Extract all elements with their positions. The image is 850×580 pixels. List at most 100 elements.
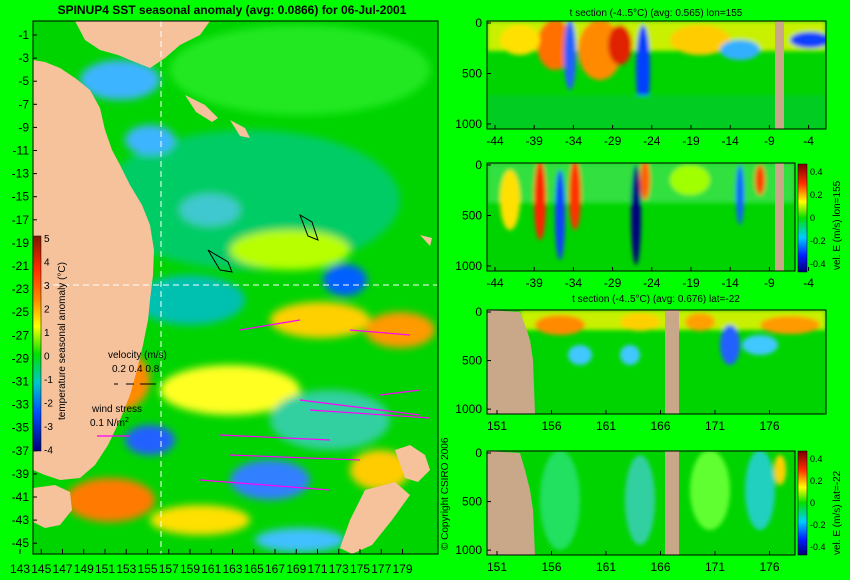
sst-map-x-tick-label: 159: [180, 562, 200, 576]
velocity-legend-label: velocity (m/s): [108, 350, 167, 361]
section-vel-lon155-frame: [486, 162, 796, 272]
section-temp-lon155-panel: t section (-4..5°C) (avg: 0.565) lon=155…: [455, 8, 827, 148]
velocity-colorbar-lat22-label: vel. E (m/s) lat=-22: [832, 470, 843, 555]
velocity-colorbar-lat22-tick-label: 0.4: [810, 454, 823, 464]
section-vel-lat22-x-tick-label: 171: [705, 560, 725, 574]
section-temp-lon155-field: [487, 21, 826, 129]
sst-anomaly-field: [65, 25, 435, 552]
velocity-colorbar-lat22: [797, 450, 808, 556]
sst-map-x-tick-label: 157: [159, 562, 179, 576]
section-temp-lon155-land: [775, 21, 784, 129]
section-vel-lat22-land-mid: [665, 451, 679, 555]
section-temp-lat22-x-ticks: 151 156 161 166 171 176: [487, 410, 780, 433]
velocity-colorbar-lat22-ticks: 0.4 0.2 0 -0.2 -0.4: [810, 454, 826, 552]
temperature-colorbar-ticks: 5 4 3 2 1 0 -1 -2 -3 -4: [44, 234, 53, 457]
velocity-colorbar-lat22-tick-label: -0.2: [810, 520, 826, 530]
section-temp-lon155-x-tick-label: -24: [643, 134, 661, 148]
solomon-island-2: [230, 120, 250, 138]
sst-map-x-tick-label: 151: [95, 562, 115, 576]
sst-map-x-tick-label: 147: [52, 562, 72, 576]
velocity-colorbar-lat22-tick-label: -0.4: [810, 542, 826, 552]
temperature-colorbar-tick-label: -2: [44, 399, 53, 410]
temperature-colorbar-tick-label: 5: [44, 234, 50, 245]
section-vel-lat22-field: [540, 451, 786, 550]
velocity-colorbar-lon155-tick-label: -0.4: [810, 259, 826, 269]
section-vel-lon155-x-tick-label: -9: [764, 276, 775, 290]
velocity-colorbar-lat22-tick-label: 0.2: [810, 476, 823, 486]
section-temp-lat22-land-mid: [665, 310, 679, 414]
section-vel-lat22-y-tick-label: 1000: [455, 543, 482, 557]
temperature-colorbar: [32, 235, 42, 452]
tasmania-land: [33, 485, 72, 528]
section-vel-lon155-x-tick-label: -14: [722, 276, 740, 290]
velocity-colorbar-lon155: [797, 163, 808, 273]
sst-map-y-tick-label: -7: [18, 97, 29, 111]
section-vel-lon155-x-tick-label: -34: [565, 276, 583, 290]
sst-map-y-tick-label: -5: [18, 74, 29, 88]
section-temp-lat22-field: [520, 310, 826, 365]
sst-map-y-ticks: -1 -3 -5 -7 -9 -11 -13 -15 -17 -19 -21 -23 -25 -27 -29…: [12, 28, 37, 550]
section-vel-lon155-x-tick-label: -24: [643, 276, 661, 290]
section-vel-lat22-x-tick-label: 166: [650, 560, 670, 574]
section-vel-lon155-land: [775, 163, 784, 271]
temperature-colorbar-tick-label: 0: [44, 352, 50, 363]
section-temp-lat22-x-tick-label: 156: [541, 419, 561, 433]
sst-map-x-tick-label: 163: [222, 562, 242, 576]
velocity-colorbar-lon155-ticks: 0.4 0.2 0 -0.2 -0.4: [810, 167, 826, 269]
sst-map-x-tick-label: 179: [392, 562, 412, 576]
section-temp-lat22-y-tick-label: 0: [475, 305, 482, 319]
section-vel-lon155-y-tick-label: 500: [462, 208, 482, 222]
section-vel-lat22-y-ticks: 0 500 1000: [455, 446, 491, 557]
section-temp-lon155-y-tick-label: 500: [462, 66, 482, 80]
sst-map-y-tick-label: -31: [12, 375, 30, 389]
section-vel-lat22-y-tick-label: 500: [462, 495, 482, 509]
section-temp-lat22-land-left: [487, 310, 535, 414]
section-temp-lat22-panel: t section (-4..5°C) (avg: 0.676) lat=-22…: [455, 294, 827, 433]
section-temp-lon155-frame: [486, 20, 827, 130]
section-vel-lon155-y-ticks: 0 500 1000: [455, 158, 491, 273]
sst-map-y-tick-label: -35: [12, 421, 30, 435]
section-vel-lon155-x-tick-label: -39: [526, 276, 544, 290]
sst-map-y-tick-label: -11: [13, 144, 30, 158]
section-vel-lon155-field: [487, 163, 795, 265]
section-temp-lat22-y-ticks: 0 500 1000: [455, 305, 491, 416]
new-zealand-south: [340, 482, 410, 554]
section-temp-lon155-x-tick-label: -44: [486, 134, 504, 148]
section-vel-lon155-x-tick-label: -29: [604, 276, 622, 290]
temperature-colorbar-tick-label: 2: [44, 305, 50, 316]
sst-map-x-tick-label: 169: [286, 562, 306, 576]
fiji-island: [420, 235, 432, 246]
vanuatu-outline: [299, 213, 319, 241]
solomon-island-1: [185, 95, 218, 122]
section-temp-lon155-x-tick-label: -4: [803, 134, 814, 148]
sst-map-x-ticks: 143 145 147 149 151 153 155 157 159 161 163 165 167 1…: [10, 549, 413, 576]
temperature-colorbar-tick-label: -1: [44, 375, 53, 386]
section-vel-lat22-x-tick-label: 161: [596, 560, 616, 574]
sst-map-y-tick-label: -3: [18, 51, 29, 65]
new-caledonia-outline: [207, 249, 233, 273]
section-temp-lat22-title: t section (-4..5°C) (avg: 0.676) lat=-22: [572, 294, 740, 305]
sst-map-y-tick-label: -41: [12, 490, 30, 504]
wind-stress-arrows: [199, 319, 431, 491]
sst-map-y-tick-label: -13: [12, 167, 30, 181]
velocity-colorbar-lon155-label: vel. E (m/s) lon=155: [832, 180, 843, 270]
section-temp-lat22-x-tick-label: 171: [705, 419, 725, 433]
temperature-colorbar-tick-label: 3: [44, 281, 50, 292]
copyright-notice: © Copyright CSIRO 2006: [440, 437, 451, 550]
sst-map-title: SPINUP4 SST seasonal anomaly (avg: 0.086…: [58, 3, 407, 17]
velocity-colorbar-lon155-tick-label: -0.2: [810, 236, 826, 246]
velocity-colorbar-lon155-tick-label: 0.4: [810, 167, 823, 177]
australia-land: [33, 60, 154, 480]
section-temp-lon155-x-tick-label: -34: [565, 134, 583, 148]
sst-map-x-tick-label: 149: [74, 562, 94, 576]
velocity-legend-ticks: 0.2 0.4 0.8: [112, 364, 160, 375]
section-temp-lat22-frame: [486, 309, 827, 415]
section-temp-lon155-x-tick-label: -39: [526, 134, 544, 148]
sst-map-x-tick-label: 175: [350, 562, 370, 576]
temperature-colorbar-tick-label: -4: [44, 446, 53, 457]
wind-stress-legend-label: wind stress: [91, 404, 142, 415]
sst-map-y-tick-label: -43: [12, 513, 30, 527]
temperature-colorbar-label: temperature seasonal anomaly (°C): [57, 262, 68, 420]
sst-map-y-tick-label: -17: [12, 213, 30, 227]
